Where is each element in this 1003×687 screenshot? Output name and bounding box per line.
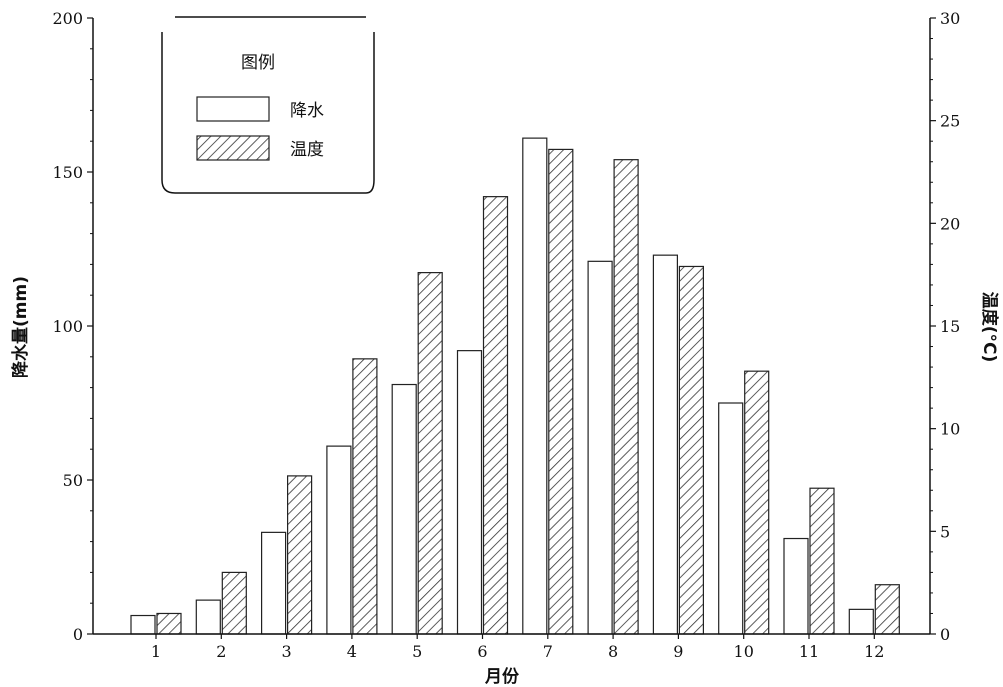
legend-label-temperature: 温度 [290,140,324,160]
bar-temperature-1 [156,612,182,635]
legend-swatch-precipitation [196,96,270,122]
bar-precipitation-3 [261,531,287,635]
legend-label-precipitation: 降水 [290,101,324,121]
bar-temperature-8 [613,159,639,635]
x-axis-title: 月份 [484,666,520,687]
x-tick-label: 7 [543,642,553,661]
legend-frame-right [365,32,375,194]
right-tick-label: 0 [940,625,950,644]
bar-temperature-5 [417,272,443,635]
right-tick-label: 25 [940,112,960,131]
left-tick-label: 50 [63,471,83,490]
x-tick-label: 4 [347,642,357,661]
right-tick-label: 10 [940,420,960,439]
x-tick-label: 8 [608,642,618,661]
bar-temperature-6 [482,196,509,635]
legend-swatch-temperature [196,135,270,161]
bar-precipitation-12 [848,608,874,635]
right-axis-title: 温度(°C) [979,292,1000,363]
bar-precipitation-1 [130,614,156,635]
bar-precipitation-5 [391,383,417,635]
left-axis-title: 降水量(mm) [10,276,31,378]
bar-precipitation-6 [456,350,483,635]
x-tick-label: 1 [151,642,161,661]
x-tick-label: 12 [864,642,884,661]
bar-temperature-2 [221,571,247,635]
bar-precipitation-9 [652,254,679,635]
right-tick-label: 15 [940,317,960,336]
left-tick-label: 200 [52,9,83,28]
left-tick-label: 0 [73,625,83,644]
x-tick-label: 3 [282,642,292,661]
left-tick-label: 150 [52,163,83,182]
bar-temperature-3 [287,475,313,635]
bar-temperature-7 [548,148,574,635]
bar-precipitation-2 [195,599,221,635]
x-tick-label: 2 [216,642,226,661]
right-tick-label: 20 [940,214,960,233]
left-tick-label: 100 [52,317,83,336]
bar-precipitation-10 [718,402,744,635]
x-tick-label: 5 [412,642,422,661]
x-tick-label: 10 [734,642,754,661]
bars-layer [130,137,900,635]
bar-temperature-11 [809,487,835,635]
bar-temperature-12 [874,584,900,635]
legend-title: 图例 [241,53,275,73]
bar-temperature-9 [678,265,705,635]
x-tick-label: 11 [799,642,819,661]
x-tick-label: 6 [477,642,487,661]
bar-precipitation-7 [522,137,548,635]
x-tick-label: 9 [673,642,683,661]
bar-temperature-4 [352,358,378,635]
bar-temperature-10 [744,370,770,635]
right-tick-label: 5 [940,522,950,541]
bar-precipitation-11 [783,537,809,635]
bar-precipitation-8 [587,260,613,635]
bar-precipitation-4 [326,445,352,635]
legend-frame-left [161,32,176,194]
right-tick-label: 30 [940,9,960,28]
